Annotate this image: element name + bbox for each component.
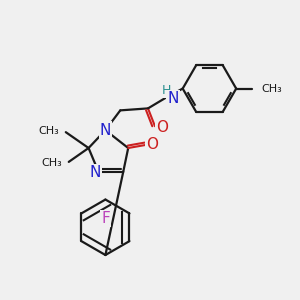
Text: CH₃: CH₃: [41, 158, 62, 168]
Text: O: O: [146, 136, 158, 152]
Text: H: H: [162, 84, 172, 97]
Text: CH₃: CH₃: [261, 84, 282, 94]
Text: N: N: [167, 91, 178, 106]
Text: N: N: [90, 165, 101, 180]
Text: O: O: [156, 120, 168, 135]
Text: CH₃: CH₃: [38, 126, 59, 136]
Text: N: N: [100, 123, 111, 138]
Text: F: F: [101, 211, 110, 226]
